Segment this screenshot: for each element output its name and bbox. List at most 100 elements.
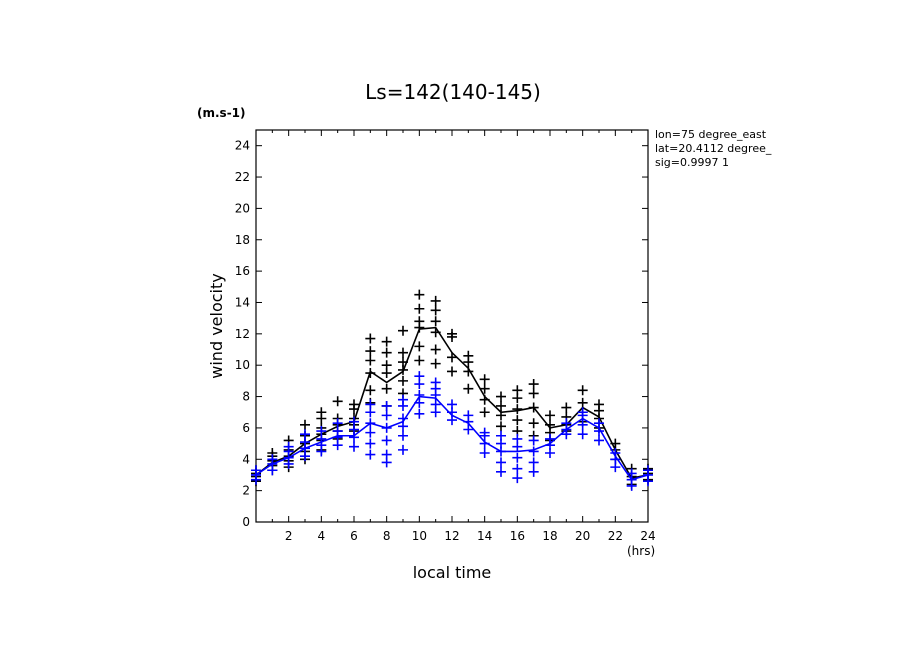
data-point-series-0 xyxy=(577,397,588,408)
data-point-series-0 xyxy=(365,385,376,396)
y-tick-label: 24 xyxy=(235,139,250,153)
data-point-series-1 xyxy=(414,371,425,382)
data-point-series-0 xyxy=(332,396,343,407)
data-point-series-0 xyxy=(496,400,506,411)
data-point-series-0 xyxy=(398,375,408,386)
chart-title: Ls=142(140-145) xyxy=(365,80,541,104)
data-point-series-0 xyxy=(398,325,408,336)
data-point-series-0 xyxy=(447,366,457,377)
x-tick-label: 10 xyxy=(412,529,427,543)
data-point-series-1 xyxy=(512,473,523,484)
y-unit-label: (m.s-1) xyxy=(197,106,246,120)
x-tick-label: 16 xyxy=(510,529,525,543)
data-point-series-0 xyxy=(479,383,490,394)
x-unit-label: (hrs) xyxy=(627,544,655,558)
y-tick-label: 4 xyxy=(242,452,250,466)
data-point-series-1 xyxy=(643,465,653,476)
data-point-series-0 xyxy=(545,410,555,421)
data-point-series-1 xyxy=(594,418,604,429)
data-point-series-1 xyxy=(577,407,588,418)
data-point-series-1 xyxy=(528,466,539,477)
data-point-series-1 xyxy=(463,410,474,421)
data-point-series-0 xyxy=(479,407,490,418)
y-axis-label: wind velocity xyxy=(207,273,226,378)
info-line-lon: lon=75 degree_east xyxy=(655,128,767,141)
data-point-series-1 xyxy=(251,465,261,476)
data-point-series-0 xyxy=(512,385,523,396)
data-point-series-0 xyxy=(349,399,359,410)
data-point-series-0 xyxy=(496,421,506,432)
data-point-series-1 xyxy=(398,430,408,441)
info-line-lat: lat=20.4112 degree_ xyxy=(655,142,772,155)
data-point-series-1 xyxy=(349,441,359,452)
y-tick-label: 14 xyxy=(235,295,250,309)
data-point-series-0 xyxy=(561,402,572,413)
data-point-series-0 xyxy=(447,352,457,363)
data-point-series-0 xyxy=(463,383,474,394)
data-point-series-0 xyxy=(430,344,441,355)
data-point-series-0 xyxy=(316,407,327,418)
data-point-series-0 xyxy=(430,305,441,316)
data-point-series-0 xyxy=(430,295,441,306)
data-point-series-1 xyxy=(398,394,408,405)
data-point-series-1 xyxy=(577,429,588,440)
y-tick-label: 6 xyxy=(242,421,250,435)
y-tick-label: 20 xyxy=(235,201,250,215)
data-point-series-0 xyxy=(381,383,392,394)
data-point-series-0 xyxy=(365,346,376,357)
data-point-series-0 xyxy=(430,316,441,327)
data-point-series-1 xyxy=(512,463,523,474)
data-point-series-0 xyxy=(430,358,441,369)
data-point-series-1 xyxy=(398,444,408,455)
data-point-series-0 xyxy=(414,316,425,327)
x-tick-label: 2 xyxy=(285,529,293,543)
data-point-series-0 xyxy=(479,374,490,385)
data-point-series-0 xyxy=(512,404,523,415)
data-point-series-1 xyxy=(447,399,457,410)
x-tick-label: 8 xyxy=(383,529,391,543)
data-point-series-1 xyxy=(414,408,425,419)
data-point-series-1 xyxy=(381,400,392,411)
x-tick-label: 20 xyxy=(575,529,590,543)
y-tick-label: 10 xyxy=(235,358,250,372)
y-tick-label: 16 xyxy=(235,264,250,278)
data-point-series-0 xyxy=(365,333,376,344)
data-point-series-1 xyxy=(300,429,310,440)
x-tick-label: 12 xyxy=(444,529,459,543)
x-tick-label: 4 xyxy=(318,529,326,543)
data-point-series-0 xyxy=(414,355,425,366)
data-point-series-1 xyxy=(316,426,327,437)
x-tick-label: 22 xyxy=(608,529,623,543)
data-point-series-1 xyxy=(365,449,376,460)
data-point-series-1 xyxy=(626,468,637,479)
data-point-series-1 xyxy=(594,435,604,446)
data-point-series-0 xyxy=(447,328,457,339)
data-point-series-0 xyxy=(463,350,474,361)
x-tick-label: 14 xyxy=(477,529,492,543)
x-tick-label: 18 xyxy=(542,529,557,543)
data-point-series-0 xyxy=(594,399,604,410)
data-point-series-1 xyxy=(512,452,523,463)
data-point-series-1 xyxy=(365,399,376,410)
data-point-series-1 xyxy=(430,377,441,388)
data-point-series-1 xyxy=(479,427,490,438)
y-tick-label: 2 xyxy=(242,484,250,498)
data-point-series-0 xyxy=(577,385,588,396)
data-point-series-1 xyxy=(496,466,506,477)
data-point-series-1 xyxy=(528,457,539,468)
data-point-series-0 xyxy=(414,303,425,314)
data-point-series-1 xyxy=(267,454,278,465)
data-point-series-1 xyxy=(528,446,539,457)
data-point-series-1 xyxy=(545,433,555,444)
data-point-series-1 xyxy=(496,457,506,468)
data-point-series-0 xyxy=(528,388,539,399)
data-point-series-1 xyxy=(430,399,441,410)
data-point-series-0 xyxy=(381,360,392,371)
data-point-series-1 xyxy=(349,416,359,427)
x-tick-label: 24 xyxy=(640,529,655,543)
plot-frame xyxy=(255,129,649,523)
data-point-series-1 xyxy=(381,449,392,460)
y-tick-label: 0 xyxy=(242,515,250,529)
